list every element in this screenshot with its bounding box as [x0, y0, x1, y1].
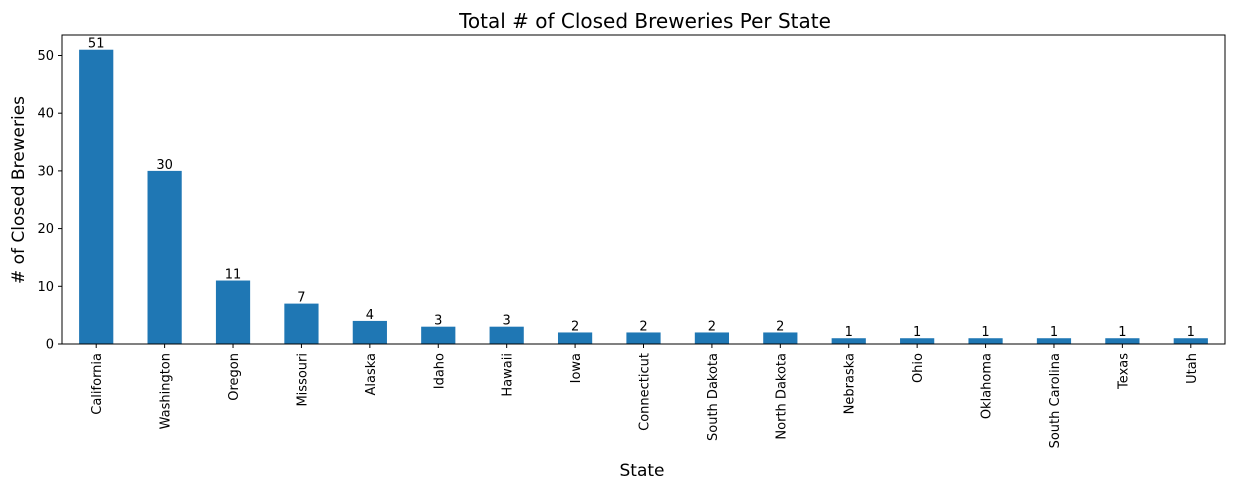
x-tick-label: Missouri: [295, 353, 310, 407]
x-tick-label: Oklahoma: [980, 353, 995, 419]
y-axis-label: # of Closed Breweries: [9, 96, 29, 284]
data-label: 1: [981, 325, 989, 340]
bar-iowa: [557, 332, 593, 344]
data-label: 51: [88, 37, 105, 52]
x-tick-label: Texas: [1116, 353, 1131, 390]
bar-texas: [1105, 338, 1140, 344]
data-label: 3: [434, 314, 442, 329]
data-label: 30: [156, 158, 173, 173]
bar-california: [79, 49, 114, 344]
x-tick-label: Hawaii: [501, 353, 516, 397]
bar-utah: [1173, 338, 1208, 344]
bar-alaska: [352, 320, 387, 344]
bars-group: [79, 49, 1208, 344]
bar-nebraska: [831, 338, 866, 344]
data-label: 2: [639, 319, 647, 334]
x-axis-ticks: California Washington Oregon Missouri Alaska…: [90, 344, 1200, 448]
x-axis-label: State: [620, 461, 665, 481]
bar-washington: [147, 170, 182, 344]
plot-frame: [61, 34, 1226, 345]
x-tick-label: Idaho: [432, 353, 447, 389]
x-tick-label: South Dakota: [706, 353, 721, 441]
bar-oregon: [215, 280, 251, 344]
data-label: 4: [366, 308, 374, 323]
y-tick-label: 0: [46, 338, 54, 353]
x-tick-label: Nebraska: [843, 353, 858, 414]
y-axis-ticks: 0 10 20 30 40 50: [37, 49, 62, 353]
data-label: 2: [571, 319, 579, 334]
bar-hawaii: [489, 326, 524, 344]
x-tick-label: Connecticut: [638, 353, 653, 431]
x-tick-label: Washington: [159, 353, 174, 429]
x-tick-label: South Carolina: [1048, 353, 1063, 448]
data-label: 1: [913, 325, 921, 340]
y-tick-label: 50: [37, 49, 54, 64]
x-tick-label: Alaska: [364, 353, 379, 396]
x-tick-label: Ohio: [911, 353, 926, 383]
bar-south-carolina: [1036, 338, 1072, 344]
y-tick-label: 20: [37, 222, 54, 237]
x-tick-label: Oregon: [227, 353, 242, 401]
data-label: 3: [503, 314, 511, 329]
bar-connecticut: [626, 332, 661, 344]
x-tick-label: Iowa: [569, 353, 584, 383]
data-label: 11: [225, 268, 242, 283]
data-label: 1: [845, 325, 853, 340]
data-label: 2: [708, 319, 716, 334]
data-label: 1: [1050, 325, 1058, 340]
bar-missouri: [284, 303, 319, 344]
bar-idaho: [421, 326, 456, 344]
x-tick-label: North Dakota: [774, 353, 789, 440]
y-tick-label: 30: [37, 164, 54, 179]
data-label: 1: [1187, 325, 1195, 340]
x-tick-label: California: [90, 353, 105, 415]
chart-title: Total # of Closed Breweries Per State: [458, 9, 831, 33]
data-label: 1: [1118, 325, 1126, 340]
data-label: 2: [776, 319, 784, 334]
bar-north-dakota: [763, 332, 798, 344]
x-tick-label: Utah: [1185, 353, 1200, 384]
bar-south-dakota: [694, 332, 730, 344]
bar-ohio: [900, 338, 935, 344]
y-tick-label: 10: [37, 280, 54, 295]
y-tick-label: 40: [37, 107, 54, 122]
bar-oklahoma: [968, 338, 1003, 344]
data-label: 7: [297, 291, 305, 306]
